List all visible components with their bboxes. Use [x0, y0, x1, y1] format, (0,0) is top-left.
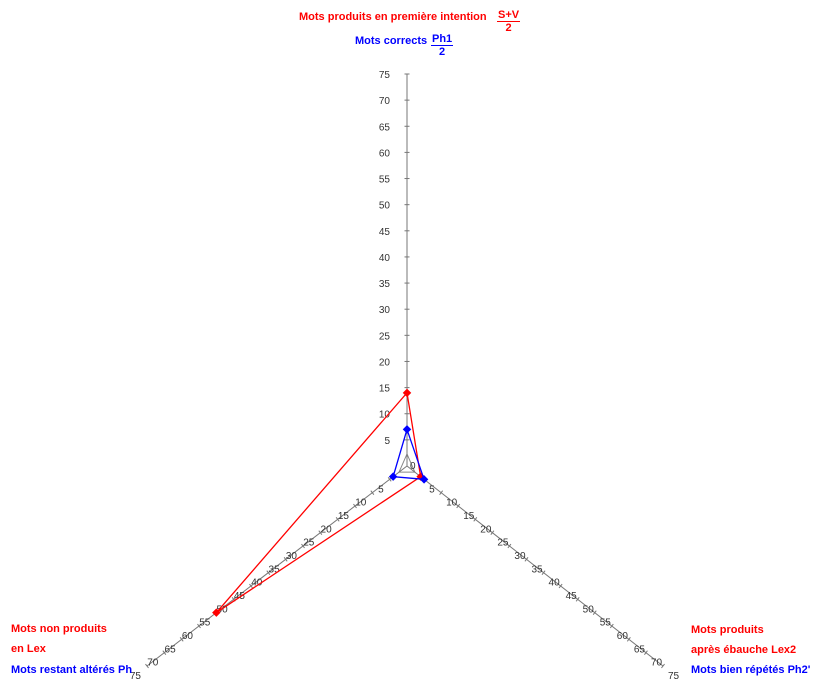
right-axis-label-blue: Mots bien répétés Ph2' — [691, 664, 811, 676]
tick-mark — [335, 517, 340, 522]
tick-label: 35 — [269, 564, 281, 575]
top-axis-fraction-red: S+V 2 — [497, 9, 521, 34]
tick-label: 20 — [321, 524, 333, 535]
tick-label: 55 — [600, 618, 612, 629]
tick-label: 20 — [480, 524, 492, 535]
right-axis-label-red-1: Mots produits — [691, 624, 764, 636]
tick-label: 60 — [182, 631, 194, 642]
tick-label: 10 — [446, 498, 458, 509]
tick-label: 50 — [379, 201, 391, 212]
tick-mark — [575, 597, 580, 602]
tick-label: 45 — [379, 227, 391, 238]
tick-label: 75 — [379, 70, 391, 81]
tick-label: 40 — [379, 253, 391, 264]
left-axis-label-red-1: Mots non produits — [11, 623, 107, 635]
right-axis-label-red-2: après ébauche Lex2 — [691, 644, 797, 656]
tick-label: 15 — [463, 511, 475, 522]
tick-mark — [353, 503, 357, 509]
tick-mark — [490, 530, 495, 535]
tick-label: 60 — [617, 631, 629, 642]
tick-mark — [439, 490, 444, 495]
tick-label: 55 — [199, 618, 211, 629]
left-axis-label-blue: Mots restant altérés Ph — [11, 664, 133, 676]
tick-mark — [318, 530, 323, 535]
tick-label: 45 — [566, 591, 578, 602]
tick-mark — [558, 583, 563, 589]
tick-label: 70 — [651, 658, 663, 669]
tick-label: 25 — [303, 538, 315, 549]
top-axis-label-red: Mots produits en première intention — [299, 11, 487, 23]
tick-label: 30 — [286, 551, 298, 562]
axes-layer — [145, 73, 665, 669]
tick-label: 65 — [165, 644, 177, 655]
tick-mark — [644, 650, 648, 655]
tick-label: 5 — [378, 484, 384, 495]
fraction-denominator: 2 — [505, 22, 512, 34]
tick-mark — [301, 543, 305, 549]
tick-label: 55 — [379, 175, 391, 186]
tick-label: 10 — [379, 410, 391, 421]
tick-mark — [145, 663, 149, 669]
tick-label: 60 — [379, 148, 391, 159]
tick-mark — [626, 637, 631, 642]
tick-label: 15 — [379, 384, 391, 395]
tick-mark — [661, 663, 665, 669]
tick-mark — [197, 623, 201, 629]
tick-mark — [456, 503, 461, 509]
tick-mark — [249, 583, 253, 589]
series-blue-point — [419, 475, 429, 484]
tick-label: 40 — [251, 578, 263, 589]
tick-mark — [592, 610, 597, 615]
tick-label: 30 — [379, 305, 391, 316]
tick-label: 65 — [379, 122, 391, 133]
tick-label: 40 — [549, 578, 561, 589]
tick-label: 25 — [497, 538, 509, 549]
tick-label: 10 — [355, 498, 367, 509]
tick-label: 50 — [217, 604, 229, 615]
top-axis-label-blue: Mots corrects — [355, 35, 428, 47]
tick-mark — [387, 477, 392, 482]
tick-mark — [541, 570, 546, 575]
series-blue-point — [402, 425, 412, 434]
tick-mark — [266, 570, 271, 575]
tick-label: 65 — [634, 644, 646, 655]
tick-label: 70 — [379, 96, 391, 107]
tick-mark — [507, 543, 512, 549]
center-reference-triangle — [398, 452, 416, 473]
series-blue-line — [392, 427, 426, 481]
top-axis-fraction-blue: Ph1 2 — [431, 33, 454, 58]
series-layer — [212, 388, 429, 617]
tick-mark — [473, 517, 478, 522]
tick-mark — [609, 623, 614, 629]
axis-bottom-left — [146, 465, 408, 667]
left-axis-label-red-2: en Lex — [11, 643, 46, 655]
series-red-point — [402, 388, 412, 398]
tick-label: 0 — [410, 461, 416, 472]
tick-label: 20 — [379, 357, 391, 368]
tick-label: 75 — [668, 671, 680, 679]
tick-mark — [179, 637, 184, 642]
tick-label: 35 — [531, 564, 543, 575]
axis-bottom-right — [406, 465, 664, 667]
tick-mark — [283, 557, 288, 562]
tick-label: 5 — [429, 484, 435, 495]
tick-mark — [370, 490, 375, 495]
tick-label: 25 — [379, 331, 391, 342]
series-red-line — [215, 391, 422, 614]
tick-mark — [524, 557, 529, 562]
tick-label: 5 — [384, 436, 390, 447]
fraction-numerator: S+V — [497, 9, 521, 22]
tick-label: 35 — [379, 279, 391, 290]
series-blue-point — [388, 472, 398, 481]
fraction-numerator: Ph1 — [431, 33, 454, 46]
tick-labels: 0555101010151515202020252525303030353535… — [130, 70, 680, 679]
tick-label: 50 — [583, 604, 595, 615]
tick-mark — [162, 650, 167, 655]
tick-label: 15 — [338, 511, 350, 522]
tick-label: 75 — [130, 671, 142, 679]
tick-label: 70 — [147, 658, 159, 669]
fraction-denominator: 2 — [439, 46, 446, 58]
tick-label: 30 — [514, 551, 526, 562]
